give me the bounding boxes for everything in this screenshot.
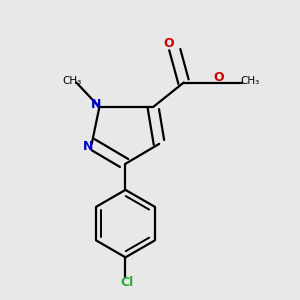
Text: O: O [164, 37, 174, 50]
Text: N: N [83, 140, 93, 153]
Text: CH₃: CH₃ [62, 76, 81, 86]
Text: Cl: Cl [120, 276, 134, 289]
Text: N: N [91, 98, 101, 111]
Text: O: O [214, 71, 224, 84]
Text: CH₃: CH₃ [240, 76, 259, 86]
